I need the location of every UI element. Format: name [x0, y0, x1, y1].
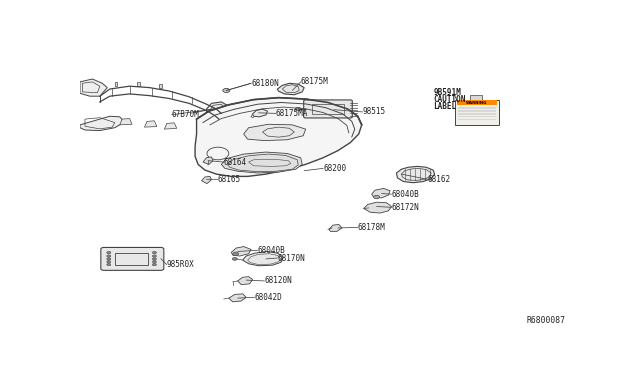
Circle shape — [152, 263, 156, 266]
Circle shape — [152, 251, 156, 254]
Text: 68162: 68162 — [428, 175, 451, 184]
Circle shape — [107, 251, 111, 254]
Text: WARNING: WARNING — [466, 101, 488, 105]
Text: 98515: 98515 — [363, 108, 386, 116]
Text: 68164: 68164 — [224, 158, 247, 167]
Polygon shape — [195, 97, 362, 176]
Polygon shape — [221, 152, 302, 173]
Text: CAUTION: CAUTION — [433, 95, 465, 104]
Bar — [115, 253, 148, 265]
Polygon shape — [231, 247, 251, 256]
Text: 68040B: 68040B — [257, 246, 285, 255]
Text: LABEL: LABEL — [433, 102, 456, 111]
FancyBboxPatch shape — [455, 100, 499, 125]
Text: 68165: 68165 — [218, 175, 241, 184]
Polygon shape — [145, 121, 157, 127]
Circle shape — [107, 263, 111, 266]
Text: 68178M: 68178M — [358, 223, 385, 232]
Polygon shape — [237, 277, 253, 285]
Circle shape — [107, 258, 111, 260]
Text: 68042D: 68042D — [255, 293, 282, 302]
Circle shape — [152, 255, 156, 257]
Circle shape — [233, 252, 239, 256]
Text: 68175MA: 68175MA — [276, 109, 308, 118]
Circle shape — [374, 195, 380, 199]
Polygon shape — [329, 225, 342, 231]
Polygon shape — [202, 176, 211, 183]
Polygon shape — [229, 294, 246, 302]
Polygon shape — [120, 119, 132, 125]
Text: 68120N: 68120N — [264, 276, 292, 285]
Text: 68200: 68200 — [323, 164, 346, 173]
Polygon shape — [159, 84, 162, 88]
Circle shape — [107, 261, 111, 263]
Polygon shape — [277, 83, 304, 95]
Text: 985R0X: 985R0X — [167, 260, 195, 269]
Polygon shape — [80, 79, 108, 96]
Circle shape — [152, 258, 156, 260]
Circle shape — [295, 108, 301, 111]
Bar — [458, 110, 496, 112]
Polygon shape — [243, 251, 284, 266]
Text: 68170N: 68170N — [277, 254, 305, 263]
Polygon shape — [364, 202, 392, 213]
Bar — [458, 119, 496, 120]
Bar — [458, 107, 496, 109]
FancyBboxPatch shape — [101, 247, 164, 270]
Text: 67B70M: 67B70M — [172, 110, 200, 119]
Polygon shape — [396, 166, 435, 183]
Circle shape — [152, 261, 156, 263]
Text: 68172N: 68172N — [392, 203, 419, 212]
Polygon shape — [164, 123, 177, 129]
Polygon shape — [253, 109, 268, 117]
Text: 68180N: 68180N — [251, 79, 279, 88]
Bar — [458, 116, 496, 118]
Polygon shape — [115, 82, 117, 86]
Bar — [458, 113, 496, 115]
Polygon shape — [80, 116, 125, 131]
Bar — [312, 104, 344, 114]
Bar — [457, 100, 497, 105]
Text: 68040B: 68040B — [392, 190, 419, 199]
Polygon shape — [244, 124, 306, 141]
Text: 68175M: 68175M — [301, 77, 328, 86]
Polygon shape — [137, 82, 140, 86]
Circle shape — [232, 257, 237, 260]
Circle shape — [223, 89, 230, 93]
Text: R6800087: R6800087 — [527, 316, 566, 325]
FancyBboxPatch shape — [304, 100, 352, 118]
Polygon shape — [203, 157, 213, 164]
Circle shape — [107, 255, 111, 257]
Polygon shape — [207, 102, 229, 116]
Bar — [470, 95, 483, 100]
Text: 9B591M: 9B591M — [433, 88, 461, 97]
Polygon shape — [372, 189, 390, 198]
